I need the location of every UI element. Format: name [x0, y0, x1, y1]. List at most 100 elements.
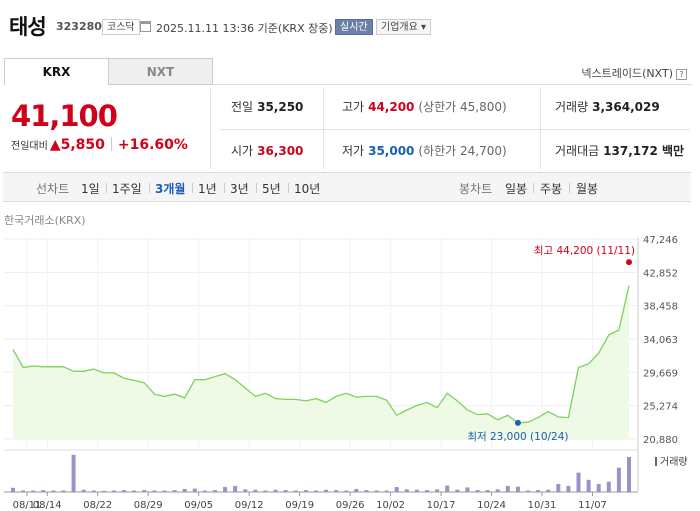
volume-bar — [11, 487, 15, 492]
volume-bar — [596, 484, 601, 492]
period-10y[interactable]: 10년 — [294, 182, 321, 196]
tabs-divider — [212, 84, 692, 85]
volume-bar — [556, 484, 561, 492]
stock-name: 태성 — [9, 15, 47, 39]
stat-amount: 거래대금 137,172 백만 — [555, 142, 684, 159]
volume-bar — [101, 490, 106, 492]
volume-bar — [223, 487, 228, 492]
volume-bar — [425, 490, 430, 492]
volume-bars — [11, 454, 631, 492]
stat-value: 44,200 — [368, 100, 415, 114]
volume-bar — [576, 472, 581, 492]
volume-bar — [31, 490, 36, 492]
volume-bar — [293, 490, 298, 492]
low-annotation: 최저 23,000 (10/24) — [467, 431, 568, 443]
x-tick-label: 09/05 — [184, 500, 213, 511]
nxt-link-label[interactable]: 넥스트레이드(NXT) — [581, 67, 673, 80]
tab-nxt[interactable]: NXT — [108, 58, 213, 85]
divider — [256, 183, 257, 193]
volume-label: 거래량 — [660, 456, 688, 468]
divider — [192, 183, 193, 193]
stat-value: 137,172 백만 — [603, 144, 685, 158]
stock-header: 태성 323280 코스닥 2025.11.11 13:36 기준(KRX 장중… — [0, 0, 700, 50]
current-price: 41,100 — [11, 99, 118, 133]
change-amount: ▲5,850 — [49, 137, 105, 153]
volume-bar — [71, 454, 76, 492]
period-1w[interactable]: 1주일 — [112, 182, 142, 196]
stat-label: 거래량 — [555, 100, 589, 114]
x-tick-label: 10/17 — [427, 500, 456, 511]
volume-bar — [606, 481, 611, 492]
divider — [288, 183, 289, 193]
volume-bar — [526, 490, 531, 492]
period-3m[interactable]: 3개월 — [155, 182, 186, 196]
volume-bar — [455, 489, 460, 492]
volume-bar — [21, 490, 26, 492]
calendar-icon — [140, 21, 151, 32]
y-tick-label: 47,246 — [643, 235, 678, 246]
volume-bar — [162, 490, 167, 492]
volume-bar — [354, 488, 359, 492]
volume-bar — [182, 488, 187, 492]
volume-bar — [192, 488, 197, 492]
volume-bar — [364, 490, 369, 492]
candle-weekly[interactable]: 주봉 — [540, 182, 563, 196]
tab-krx[interactable]: KRX — [4, 58, 109, 85]
stat-sub: (하한가 24,700) — [418, 144, 507, 158]
volume-bar — [324, 489, 329, 492]
realtime-button[interactable]: 실시간 — [335, 19, 373, 35]
period-1y[interactable]: 1년 — [198, 182, 217, 196]
y-tick-label: 38,458 — [643, 302, 678, 313]
stat-label: 고가 — [342, 100, 365, 114]
x-tick-label: 10/31 — [528, 500, 557, 511]
market-badge: 코스닥 — [102, 19, 140, 35]
y-tick-label: 34,063 — [643, 335, 678, 346]
x-tick-label: 08/14 — [33, 500, 62, 511]
y-axis: 47,246 42,852 38,458 34,063 29,669 25,274 20,8… — [643, 235, 678, 446]
candle-daily[interactable]: 일봉 — [505, 182, 528, 196]
volume-bar — [243, 489, 248, 492]
x-tick-label: 09/12 — [235, 500, 264, 511]
divider — [220, 129, 690, 130]
company-overview-dropdown[interactable]: 기업개요 ▾ — [376, 19, 431, 35]
volume-bar — [485, 490, 490, 492]
volume-bar — [152, 490, 157, 492]
period-1d[interactable]: 1일 — [81, 182, 100, 196]
volume-bar — [586, 479, 591, 492]
volume-bar — [475, 490, 480, 492]
volume-bar — [142, 490, 147, 492]
change-percent: +16.60% — [117, 137, 188, 153]
volume-bar — [263, 490, 268, 492]
divider — [106, 183, 107, 193]
stat-value: 3,364,029 — [592, 100, 660, 114]
volume-bar — [303, 490, 308, 492]
stat-value: 35,250 — [257, 100, 304, 114]
help-icon[interactable]: ? — [676, 69, 687, 80]
volume-bar — [233, 485, 238, 492]
stat-value: 36,300 — [257, 144, 304, 158]
volume-bar — [61, 490, 66, 492]
volume-bar — [273, 489, 278, 492]
high-annotation: 최고 44,200 (11/11) — [534, 245, 635, 257]
volume-bar — [334, 490, 339, 492]
price-chart[interactable]: 47,246 42,852 38,458 34,063 29,669 25,274 20,8… — [0, 228, 700, 511]
period-5y[interactable]: 5년 — [262, 182, 281, 196]
nxt-link[interactable]: 넥스트레이드(NXT)? — [581, 65, 687, 81]
volume-bar — [404, 489, 409, 492]
volume-bar — [51, 490, 56, 492]
x-tick-label: 11/07 — [578, 500, 607, 511]
volume-bar — [414, 489, 419, 492]
volume-bar — [445, 485, 450, 492]
x-tick-label: 08/11 — [13, 500, 42, 511]
divider — [210, 89, 211, 169]
price-line — [12, 285, 630, 424]
candle-monthly[interactable]: 월봉 — [576, 182, 599, 196]
volume-bar — [374, 490, 379, 492]
stock-code: 323280 — [56, 20, 102, 33]
y-tick-label: 25,274 — [643, 402, 678, 413]
price-area — [13, 285, 629, 439]
y-tick-label: 42,852 — [643, 268, 678, 279]
stat-label: 전일 — [231, 100, 254, 114]
exchange-tabs: KRX NXT — [4, 58, 213, 85]
period-3y[interactable]: 3년 — [230, 182, 249, 196]
